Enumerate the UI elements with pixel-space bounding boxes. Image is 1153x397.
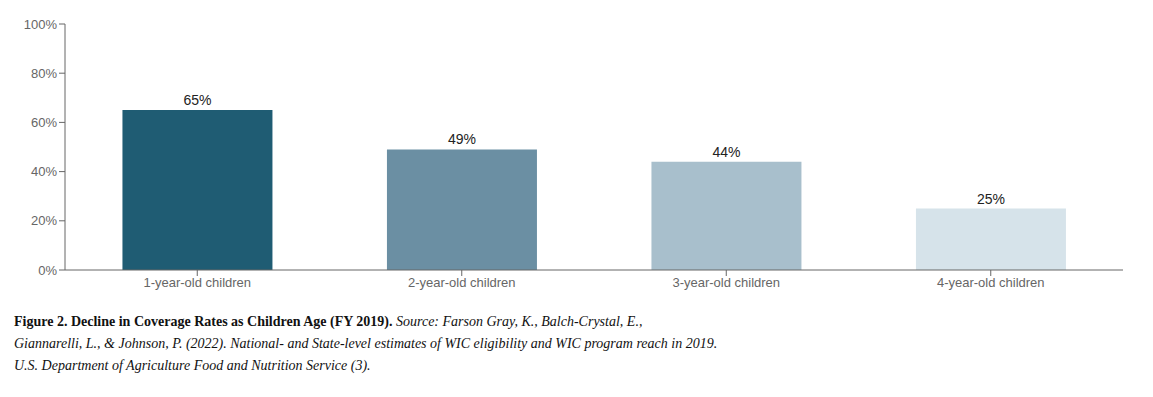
svg-text:3-year-old children: 3-year-old children (672, 275, 780, 290)
html-text:Giannarelli, L., & Johnson, P.: Giannarelli, L., & Johnson, P. (2022). N… (14, 336, 718, 351)
svg-text:100%: 100% (24, 17, 58, 32)
svg-text:2-year-old children: 2-year-old children (408, 275, 516, 290)
svg-text:1-year-old children: 1-year-old children (143, 275, 251, 290)
svg-text:20%: 20% (31, 213, 57, 228)
svg-text:80%: 80% (31, 66, 57, 81)
svg-text:40%: 40% (31, 164, 57, 179)
svg-text:65%: 65% (183, 92, 211, 108)
html-text:U.S. Department of Agriculture: U.S. Department of Agriculture Food and … (14, 358, 371, 373)
svg-text:60%: 60% (31, 115, 57, 130)
svg-text:44%: 44% (712, 144, 740, 160)
svg-text:0%: 0% (38, 263, 57, 278)
svg-text:4-year-old children: 4-year-old children (937, 275, 1045, 290)
svg-text:49%: 49% (448, 131, 476, 147)
svg-text:25%: 25% (977, 191, 1005, 207)
html-text:Figure 2. Decline in Coverage: Figure 2. Decline in Coverage Rates as C… (14, 314, 643, 329)
